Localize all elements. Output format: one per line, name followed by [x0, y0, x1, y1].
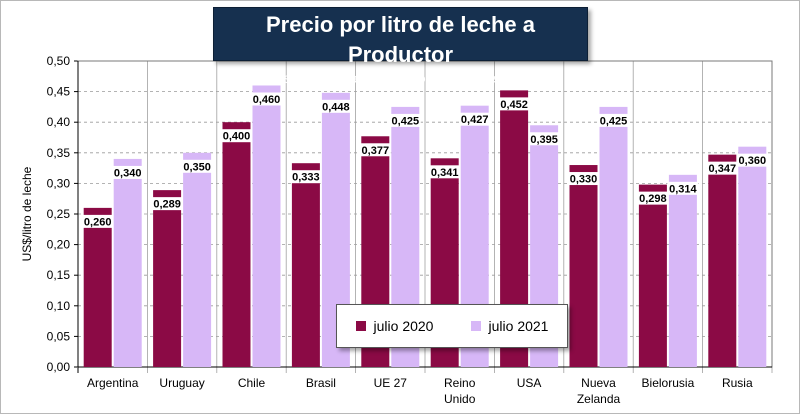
data-label: 0,289 — [153, 199, 181, 211]
data-label-bg — [736, 153, 768, 167]
title-box: Precio por litro de leche a Productor - … — [213, 7, 588, 86]
bar-2020 — [638, 184, 667, 367]
y-axis-title: US$/litro de leche — [20, 166, 34, 261]
x-tick-label: Nueva — [581, 376, 616, 390]
x-tick-label: Brasil — [306, 376, 336, 390]
data-label: 0,260 — [84, 216, 112, 228]
data-label-bg — [598, 113, 629, 127]
chart-title: Precio por litro de leche a Productor — [266, 12, 535, 67]
y-tick-label: 0,15 — [47, 268, 71, 282]
data-label-bg — [181, 159, 213, 173]
x-tick-label: Unido — [444, 392, 476, 406]
data-label-bg — [359, 143, 391, 157]
data-label-bg — [320, 99, 352, 113]
bar-2021 — [738, 146, 767, 367]
legend-item-2020: julio 2020 — [355, 318, 434, 334]
x-tick-label: UE 27 — [374, 376, 408, 390]
data-label: 0,377 — [362, 145, 390, 157]
bar-2021 — [252, 85, 281, 367]
data-label: 0,347 — [709, 163, 737, 175]
data-label: 0,400 — [223, 131, 251, 143]
data-label: 0,448 — [322, 101, 350, 113]
data-label-bg — [290, 170, 322, 184]
data-label: 0,452 — [500, 99, 528, 111]
data-label: 0,333 — [292, 172, 320, 184]
bar-2020 — [83, 207, 112, 367]
data-label-bg — [568, 172, 599, 186]
data-label-bg — [112, 165, 144, 179]
legend-label-2020: julio 2020 — [373, 318, 434, 334]
y-tick-label: 0,30 — [47, 176, 71, 190]
data-label-bg — [221, 129, 252, 143]
y-tick-label: 0,25 — [47, 207, 71, 221]
data-label-bg — [82, 214, 114, 228]
legend-swatch-2020 — [355, 321, 366, 331]
bar-2020 — [153, 190, 182, 367]
legend-item-2021: julio 2021 — [470, 318, 549, 334]
data-label-bg — [667, 181, 699, 195]
x-tick-label: Reino — [444, 376, 476, 390]
data-label-bg — [389, 113, 421, 127]
legend-swatch-2021 — [470, 321, 481, 331]
x-tick-label: Argentina — [87, 376, 139, 390]
data-label: 0,298 — [639, 193, 667, 205]
y-tick-label: 0,45 — [47, 85, 71, 99]
bar-2020 — [222, 122, 251, 367]
bar-2021 — [113, 158, 142, 367]
data-label: 0,395 — [530, 134, 558, 146]
y-tick-label: 0,05 — [47, 329, 71, 343]
x-tick-label: Uruguay — [159, 376, 204, 390]
legend-label-2021: julio 2021 — [488, 318, 549, 334]
x-tick-label: USA — [517, 376, 542, 390]
data-label: 0,460 — [253, 94, 281, 106]
y-tick-label: 0,20 — [47, 238, 71, 252]
x-tick-label: Bielorusia — [642, 376, 695, 390]
y-tick-label: 0,10 — [47, 299, 71, 313]
bar-2020 — [291, 163, 320, 367]
data-label-bg — [429, 165, 461, 179]
legend: julio 2020 julio 2021 — [336, 304, 568, 348]
y-tick-label: 0,50 — [47, 54, 71, 68]
data-label: 0,360 — [739, 155, 767, 167]
data-label-bg — [498, 97, 530, 111]
y-tick-label: 0,40 — [47, 115, 71, 129]
bar-2021 — [599, 106, 628, 368]
data-label-bg — [251, 92, 282, 106]
data-label-bg — [459, 112, 491, 126]
data-label-bg — [528, 132, 560, 146]
data-label-bg — [151, 197, 183, 211]
x-tick-label: Rusia — [722, 376, 753, 390]
x-tick-label: Zelanda — [577, 392, 621, 406]
data-label: 0,340 — [114, 167, 142, 179]
data-label-bg — [706, 161, 738, 175]
data-label: 0,314 — [669, 183, 697, 195]
bar-2020 — [708, 154, 737, 367]
chart-subtitle: - Países/Bloques seleccionados, en dólar… — [241, 71, 560, 86]
bar-2021 — [668, 174, 697, 367]
data-label: 0,330 — [570, 174, 598, 186]
data-label-bg — [637, 191, 669, 205]
x-tick-label: Chile — [238, 376, 266, 390]
data-label: 0,425 — [600, 115, 628, 127]
y-tick-label: 0,35 — [47, 146, 71, 160]
data-label: 0,341 — [431, 167, 459, 179]
bar-2021 — [183, 152, 212, 367]
bar-2020 — [569, 165, 598, 367]
data-label: 0,427 — [461, 114, 489, 126]
data-label: 0,425 — [392, 115, 420, 127]
y-tick-label: 0,00 — [47, 360, 71, 374]
data-label: 0,350 — [183, 161, 211, 173]
